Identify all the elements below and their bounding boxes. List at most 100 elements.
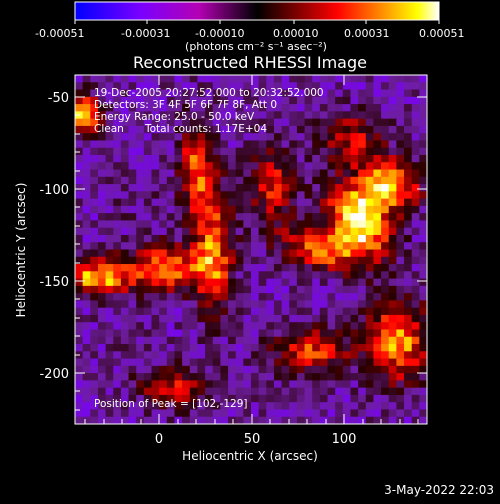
heatmap-cell <box>319 373 328 381</box>
heatmap-cell <box>411 336 420 345</box>
heatmap-cell <box>419 205 428 214</box>
heatmap-cell <box>182 89 191 98</box>
heatmap-cell <box>296 176 305 185</box>
heatmap-cell <box>327 409 336 418</box>
heatmap-cell <box>174 184 183 192</box>
heatmap-cell <box>304 307 313 316</box>
heatmap-cell <box>235 169 244 178</box>
heatmap-cell <box>365 329 374 338</box>
heatmap-cell <box>174 125 183 134</box>
heatmap-cell <box>251 271 260 279</box>
heatmap-cell <box>243 140 252 149</box>
heatmap-cell <box>205 278 214 287</box>
heatmap-cell <box>128 380 137 389</box>
heatmap-cell <box>258 82 267 90</box>
heatmap-cell <box>381 162 390 170</box>
heatmap-cell <box>143 162 152 170</box>
heatmap-cell <box>90 358 99 367</box>
heatmap-cell <box>319 133 328 141</box>
heatmap-cell <box>82 191 91 199</box>
heatmap-cell <box>90 111 99 120</box>
heatmap-cell <box>319 278 328 287</box>
heatmap-cell <box>251 336 260 345</box>
heatmap-cell <box>189 104 198 112</box>
heatmap-cell <box>304 358 313 367</box>
heatmap-cell <box>319 416 328 425</box>
heatmap-cell <box>197 278 206 287</box>
heatmap-cell <box>228 242 237 250</box>
heatmap-cell <box>97 176 107 185</box>
heatmap-cell <box>212 220 221 229</box>
heatmap-cell <box>251 351 260 359</box>
heatmap-cell <box>159 104 168 112</box>
heatmap-cell <box>365 75 374 83</box>
heatmap-cell <box>266 264 275 272</box>
heatmap-cell <box>342 147 351 156</box>
heatmap-cell <box>296 387 305 396</box>
heatmap-cell <box>273 184 283 192</box>
heatmap-cell <box>220 264 229 272</box>
heatmap-cell <box>281 111 290 120</box>
heatmap-cell <box>258 380 267 389</box>
heatmap-cell <box>373 82 382 90</box>
heatmap-cell <box>105 373 114 381</box>
heatmap-cell <box>205 227 214 236</box>
heatmap-cell <box>159 140 168 149</box>
heatmap-cell <box>228 380 237 389</box>
heatmap-cell <box>205 285 214 294</box>
heatmap-cell <box>128 394 137 403</box>
heatmap-cell <box>182 249 191 258</box>
heatmap-cell <box>82 344 91 352</box>
heatmap-cell <box>266 329 275 338</box>
heatmap-cell <box>182 329 191 338</box>
heatmap-cell <box>159 358 168 367</box>
heatmap-cell <box>365 373 374 381</box>
heatmap-cell <box>335 176 344 185</box>
heatmap-cell <box>151 205 160 214</box>
heatmap-cell <box>189 125 198 134</box>
heatmap-cell <box>97 89 107 98</box>
heatmap-cell <box>182 322 191 330</box>
heatmap-cell <box>105 358 114 367</box>
heatmap-cell <box>289 373 298 381</box>
heatmap-cell <box>327 184 336 192</box>
heatmap-cell <box>205 133 214 141</box>
heatmap-cell <box>258 249 267 258</box>
heatmap-cell <box>296 111 305 120</box>
heatmap-cell <box>419 133 428 141</box>
heatmap-cell <box>388 82 397 90</box>
heatmap-cell <box>97 409 107 418</box>
heatmap-cell <box>228 307 237 316</box>
heatmap-cell <box>266 96 275 105</box>
heatmap-cell <box>396 89 405 98</box>
heatmap-cell <box>75 198 84 207</box>
heatmap-cell <box>304 133 313 141</box>
heatmap-cell <box>273 394 283 403</box>
heatmap-cell <box>197 264 206 272</box>
heatmap-cell <box>128 82 137 90</box>
heatmap-cell <box>335 162 344 170</box>
heatmap-cell <box>97 118 107 127</box>
heatmap-cell <box>251 104 260 112</box>
heatmap-cell <box>182 242 191 250</box>
heatmap-cell <box>174 205 183 214</box>
heatmap-cell <box>258 293 267 301</box>
heatmap-cell <box>182 176 191 185</box>
heatmap-cell <box>128 234 137 243</box>
heatmap-cell <box>159 387 168 396</box>
heatmap-cell <box>266 89 275 98</box>
heatmap-cell <box>388 169 397 178</box>
heatmap-cell <box>335 205 344 214</box>
heatmap-cell <box>396 351 405 359</box>
heatmap-cell <box>243 104 252 112</box>
heatmap-cell <box>90 176 99 185</box>
heatmap-cell <box>373 191 382 199</box>
heatmap-cell <box>251 409 260 418</box>
heatmap-cell <box>258 271 267 279</box>
heatmap-cell <box>251 89 260 98</box>
heatmap-cell <box>342 104 351 112</box>
heatmap-cell <box>404 220 413 229</box>
heatmap-cell <box>266 220 275 229</box>
heatmap-cell <box>335 322 344 330</box>
heatmap-cell <box>166 89 175 98</box>
